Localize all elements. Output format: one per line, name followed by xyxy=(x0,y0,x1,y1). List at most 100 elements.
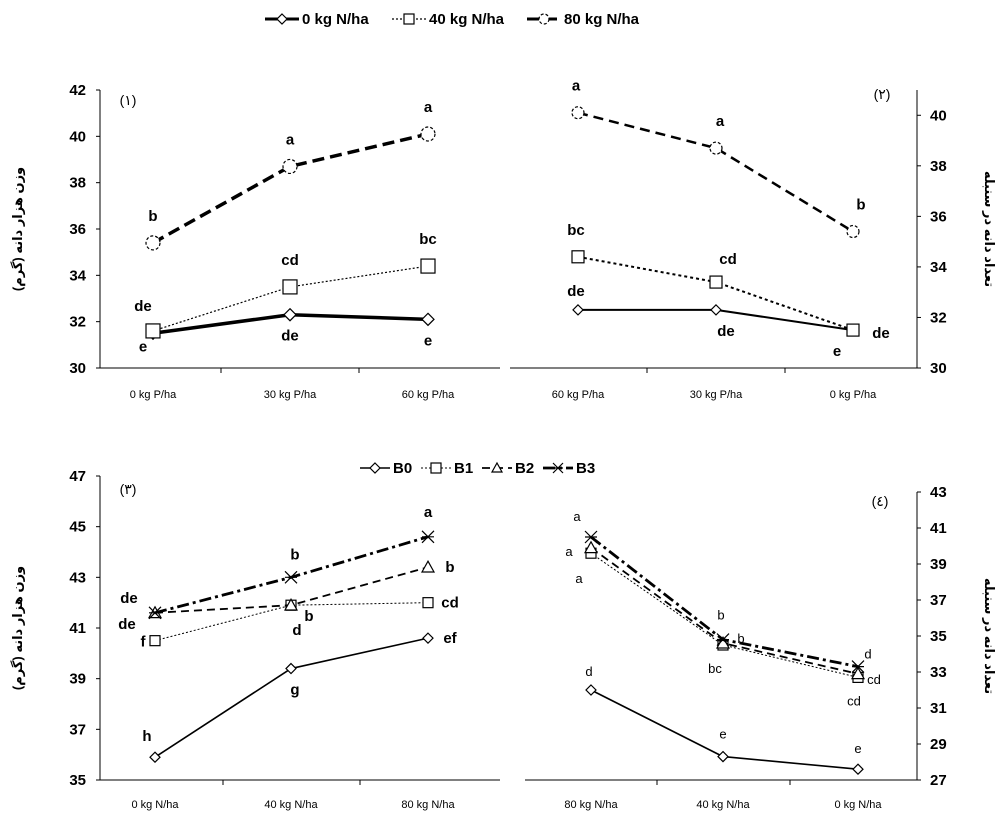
panel-4-y-tick-label: 33 xyxy=(930,664,947,681)
panel-4-significance-label: cd xyxy=(847,693,861,708)
panel-2-significance-label: bc xyxy=(567,222,585,239)
panel-4-significance-label: e xyxy=(854,741,861,756)
panel-4-x-tick-label: 80 kg N/ha xyxy=(564,799,618,811)
panel-2-data-point xyxy=(709,275,723,289)
panel-1-y-tick-label: 32 xyxy=(69,314,86,331)
panel-1-significance-label: bc xyxy=(419,231,437,248)
panel-3-data-point xyxy=(149,751,161,764)
panel-4-panel-label: (٤) xyxy=(872,493,889,509)
panel-3-data-point xyxy=(422,632,434,644)
panel-4-significance-label: b xyxy=(737,631,744,646)
panel-4-significance-label: e xyxy=(719,727,726,742)
panel-1-x-tick-label: 30 kg P/ha xyxy=(264,389,317,401)
panel-4-data-point xyxy=(585,684,597,696)
panel-2-data-point xyxy=(571,250,585,264)
panel-4-data-point xyxy=(852,763,864,776)
panel-2-significance-label: de xyxy=(872,325,890,342)
panel-3-data-point xyxy=(149,635,161,647)
panel-1-significance-label: a xyxy=(424,99,433,116)
panel-2-y-tick-label: 36 xyxy=(930,208,947,225)
panel-1-significance-label: e xyxy=(139,338,147,355)
legend-marker xyxy=(430,462,442,474)
panel-3-significance-label: b xyxy=(445,559,454,576)
panel-3-data-point xyxy=(284,570,298,584)
panel-1-series-line xyxy=(152,265,429,332)
panel-3-x-tick-label: 80 kg N/ha xyxy=(401,799,455,811)
panel-3-data-point xyxy=(420,559,436,573)
panel-3-x-tick-label: 40 kg N/ha xyxy=(264,799,318,811)
panel-3-y-axis-title: وزن هزار دانه (گرم) xyxy=(10,566,26,690)
panel-3-y-tick-label: 47 xyxy=(69,468,86,485)
legend-marker xyxy=(403,13,415,25)
panel-2-significance-label: cd xyxy=(719,251,737,268)
panel-3-data-point xyxy=(422,597,434,609)
panel-2-significance-label: a xyxy=(572,78,581,95)
legend-label: 40 kg N/ha xyxy=(429,11,505,28)
panel-1-y-tick-label: 38 xyxy=(69,175,86,192)
legend-marker xyxy=(490,461,504,473)
panel-3-significance-label: cd xyxy=(441,595,459,612)
panel-2-data-point xyxy=(572,304,584,316)
panel-4-significance-label: cd xyxy=(867,672,881,687)
panel-4-significance-label: d xyxy=(864,647,871,662)
panel-4-y-tick-label: 31 xyxy=(930,700,947,717)
panel-2-significance-label: b xyxy=(856,197,865,214)
panel-2-x-tick-label: 60 kg P/ha xyxy=(552,389,605,401)
panel-1-data-point xyxy=(145,235,161,251)
legend-marker xyxy=(369,462,381,474)
panel-2-significance-label: de xyxy=(717,323,735,340)
panel-3-y-tick-label: 41 xyxy=(69,620,86,637)
panel-4-significance-label: a xyxy=(565,544,573,559)
panel-2-y-axis-title: تعداد دانه در سنبله xyxy=(982,171,997,287)
panel-3-significance-label: a xyxy=(424,504,433,521)
panel-3-significance-label: h xyxy=(142,728,151,745)
panel-4-significance-label: d xyxy=(585,664,592,679)
panel-2-significance-label: e xyxy=(833,343,841,360)
panel-3-significance-label: b xyxy=(304,608,313,625)
panel-4-x-tick-label: 0 kg N/ha xyxy=(834,799,882,811)
panel-2-data-point xyxy=(846,323,860,337)
panel-1-data-point xyxy=(283,307,297,322)
panel-1-y-tick-label: 34 xyxy=(69,267,86,284)
panel-3-data-point xyxy=(283,597,299,611)
panel-2-y-tick-label: 30 xyxy=(930,360,947,377)
panel-4-y-tick-label: 29 xyxy=(930,736,947,753)
panel-3-significance-label: g xyxy=(290,682,299,699)
panel-3-data-point xyxy=(421,530,435,544)
panel-4-significance-label: a xyxy=(575,571,583,586)
panel-4-data-point xyxy=(851,660,865,674)
panel-1-data-point xyxy=(420,258,436,274)
panel-3-significance-label: b xyxy=(290,546,299,563)
panel-2-x-tick-label: 0 kg P/ha xyxy=(830,389,877,401)
legend-marker xyxy=(552,462,564,474)
panel-2-y-tick-label: 40 xyxy=(930,107,947,124)
panel-4-y-tick-label: 37 xyxy=(930,592,947,609)
panel-4-data-point xyxy=(717,750,729,763)
panel-1-significance-label: e xyxy=(424,332,432,349)
panel-1-significance-label: de xyxy=(281,328,299,345)
panel-4-data-point xyxy=(716,633,730,647)
panel-1-y-axis-title: وزن هزار دانه (گرم) xyxy=(10,167,26,291)
legend-label: 0 kg N/ha xyxy=(302,11,369,28)
legend-marker xyxy=(538,13,550,25)
panel-1-significance-label: a xyxy=(286,131,295,148)
legend-label: B1 xyxy=(454,460,473,477)
panel-2-y-tick-label: 34 xyxy=(930,259,947,276)
panel-3-significance-label: f xyxy=(141,634,147,651)
panel-1-significance-label: b xyxy=(148,208,157,225)
panel-3-panel-label: (٣) xyxy=(120,481,137,497)
panel-1-significance-label: cd xyxy=(281,252,299,269)
panel-2-data-point xyxy=(710,304,722,316)
panel-4-data-point xyxy=(583,540,599,554)
panel-2-x-tick-label: 30 kg P/ha xyxy=(690,389,743,401)
panel-4-significance-label: b xyxy=(717,608,724,623)
panel-2-panel-label: (٢) xyxy=(874,86,891,102)
panel-1-y-tick-label: 30 xyxy=(69,360,86,377)
panel-1-x-tick-label: 0 kg P/ha xyxy=(130,389,177,401)
panel-3-significance-label: d xyxy=(292,622,301,639)
panel-3-data-point xyxy=(285,662,297,675)
panel-1-y-tick-label: 36 xyxy=(69,221,86,238)
panel-2-data-point xyxy=(709,141,723,155)
panel-1-data-point xyxy=(421,312,435,327)
panel-4-y-tick-label: 43 xyxy=(930,484,947,501)
